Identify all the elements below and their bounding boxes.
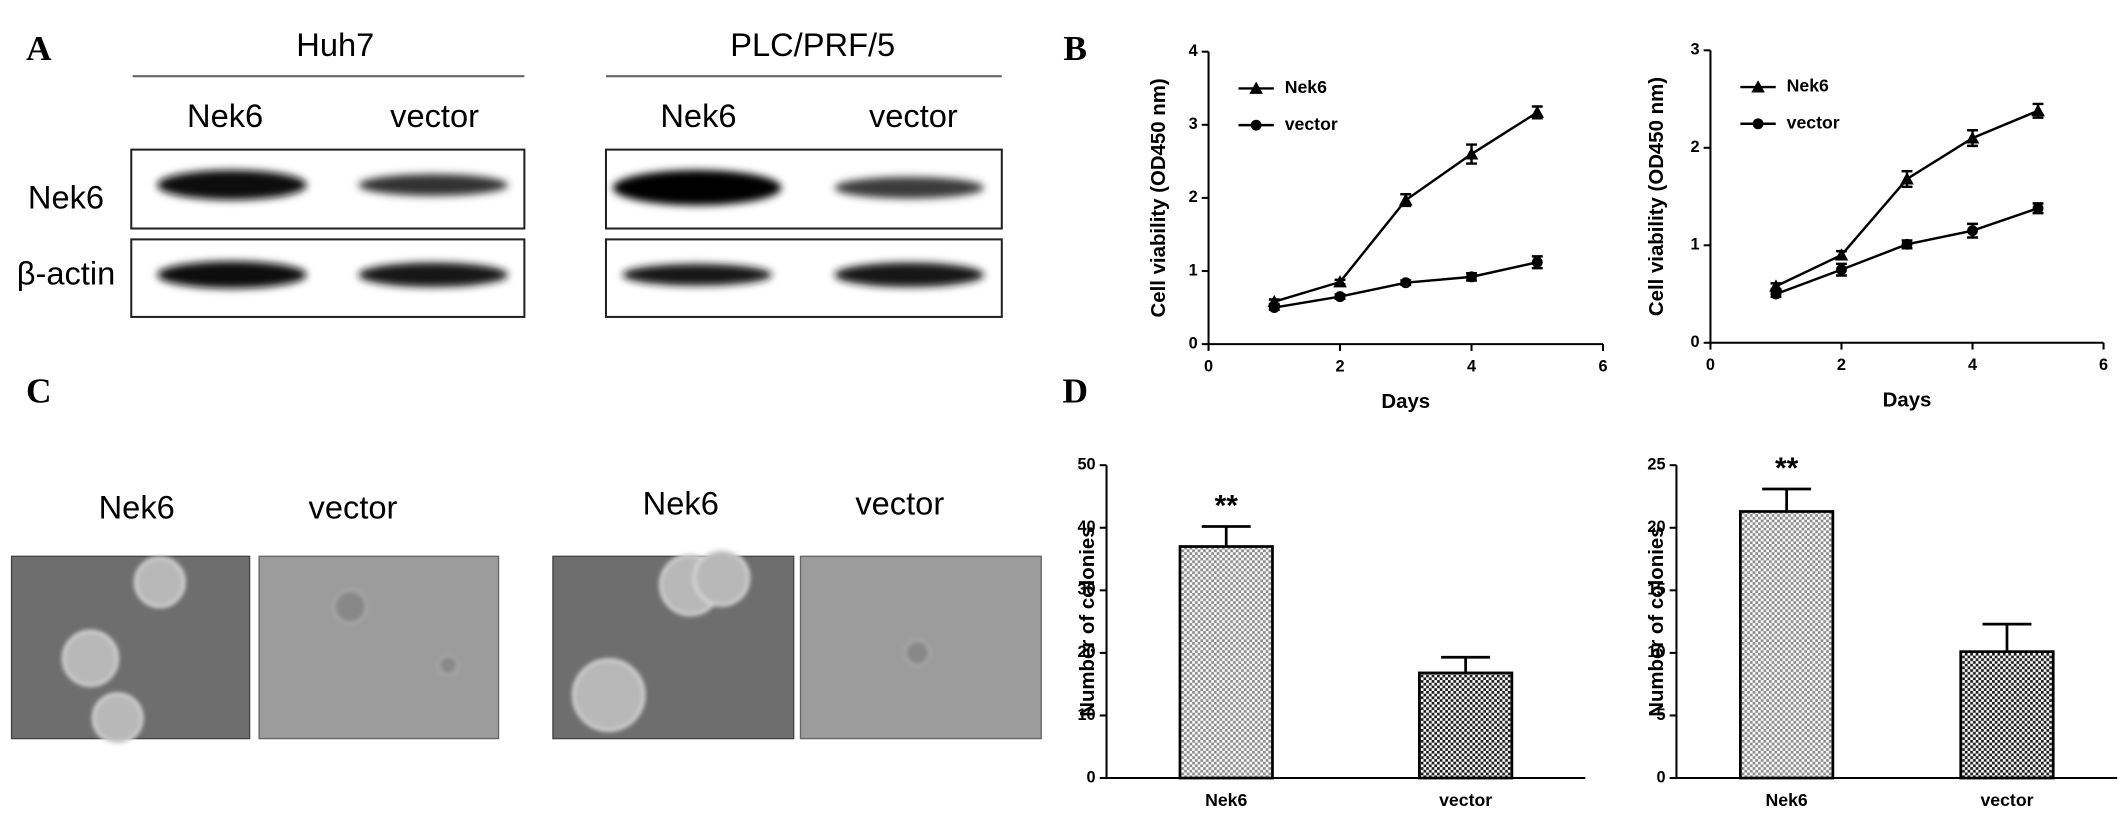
bar	[1418, 671, 1514, 780]
panel-label: A	[26, 28, 52, 68]
y-tick-label: 3	[1690, 41, 1699, 59]
lane-label: Nek6	[643, 485, 719, 522]
series-line	[1775, 207, 2039, 296]
y-axis-label: Cell viability (OD450 nm)	[1148, 78, 1170, 317]
x-tick-label: 4	[1467, 358, 1476, 376]
legend-marker	[1250, 119, 1262, 131]
error-bar	[1441, 655, 1491, 673]
y-tick-label: 0	[1087, 768, 1096, 786]
series-line	[1775, 109, 2039, 288]
y-tick-label: 0	[1656, 768, 1665, 786]
lane-label: Nek6	[187, 97, 263, 134]
x-tick-label: 6	[2099, 356, 2108, 374]
y-tick-label: 3	[1189, 115, 1198, 133]
y-tick-label: 10	[1647, 643, 1665, 661]
y-tick-label: 5	[1656, 706, 1665, 724]
panel-label: B	[1063, 28, 1087, 68]
marker	[2032, 202, 2044, 214]
x-tick-label: Nek6	[1205, 790, 1247, 810]
error-bar	[1762, 487, 1812, 512]
x-axis-label: Days	[1381, 391, 1430, 413]
marker	[1769, 279, 1783, 292]
marker	[1967, 225, 1978, 237]
x-tick-label: 2	[1837, 356, 1846, 374]
x-tick-label: 0	[1204, 358, 1213, 376]
y-tick-label: 40	[1077, 518, 1095, 536]
cell-line: PLC/PRF/5	[730, 26, 895, 63]
y-tick-label: 25	[1647, 456, 1665, 474]
blot	[130, 148, 1003, 318]
legend-marker	[1249, 81, 1263, 94]
y-tick-label: 2	[1690, 138, 1699, 156]
y-axis-label: Number of colonies	[1646, 526, 1668, 716]
legend-label: Nek6	[1787, 76, 1829, 96]
bar	[1959, 650, 2055, 780]
y-tick-label: 20	[1647, 518, 1665, 536]
marker	[1400, 277, 1412, 289]
y-tick-label: 4	[1189, 42, 1198, 60]
annotation: **	[1775, 452, 1799, 485]
marker	[1965, 131, 1980, 144]
y-tick-label: 10	[1077, 706, 1095, 724]
marker	[1834, 248, 1849, 261]
marker	[1836, 264, 1847, 276]
error-bar	[1201, 525, 1251, 547]
bar	[1739, 510, 1835, 780]
marker	[1900, 172, 1914, 185]
lane-label: vector	[309, 489, 398, 526]
marker	[1770, 288, 1782, 300]
error-bar	[1982, 622, 2032, 652]
panel-label: D	[1062, 371, 1088, 411]
lane-label: vector	[390, 97, 479, 134]
marker	[1333, 275, 1347, 288]
lane-label: Nek6	[660, 97, 736, 134]
y-tick-label: 30	[1077, 581, 1095, 599]
x-tick-label: vector	[1439, 790, 1492, 810]
x-tick-label: 4	[1968, 356, 1977, 374]
marker	[1268, 302, 1280, 314]
y-tick-label: 50	[1077, 456, 1095, 474]
x-tick-label: 6	[1598, 358, 1607, 376]
x-tick-label: vector	[1980, 790, 2033, 810]
lane-label: Nek6	[99, 489, 175, 526]
row-label: β-actin	[17, 255, 116, 292]
lane-label: vector	[855, 485, 944, 522]
y-axis-label: Cell viability (OD450 nm)	[1646, 77, 1668, 316]
marker	[1334, 291, 1346, 303]
legend-marker	[1751, 80, 1765, 93]
x-tick-label: 0	[1706, 356, 1715, 374]
y-tick-label: 0	[1690, 333, 1699, 351]
x-axis-label: Days	[1883, 390, 1932, 412]
legend-label: vector	[1285, 114, 1338, 134]
marker	[1531, 256, 1543, 268]
cell-line: Huh7	[296, 26, 374, 63]
legend-label: Nek6	[1285, 77, 1327, 97]
y-tick-label: 20	[1077, 643, 1095, 661]
marker	[1466, 271, 1477, 283]
panel-label: C	[26, 371, 52, 411]
y-axis-label: Number of colonies	[1077, 526, 1099, 716]
legend-label: vector	[1787, 112, 1840, 132]
x-tick-label: 2	[1335, 358, 1344, 376]
marker	[1398, 193, 1413, 206]
x-tick-label: Nek6	[1766, 790, 1808, 810]
y-tick-label: 1	[1189, 261, 1198, 279]
marker	[1901, 238, 1913, 250]
legend-marker	[1752, 118, 1764, 130]
marker	[1530, 105, 1545, 118]
marker	[2031, 103, 2045, 117]
y-tick-label: 1	[1690, 236, 1699, 254]
annotation: **	[1215, 489, 1239, 522]
y-tick-label: 15	[1647, 581, 1665, 599]
lane-label: vector	[869, 97, 958, 134]
y-tick-label: 2	[1189, 188, 1198, 206]
y-tick-label: 0	[1189, 334, 1198, 352]
row-label: Nek6	[28, 179, 104, 216]
marker	[1464, 147, 1479, 160]
bar	[1178, 545, 1274, 780]
colony-image	[10, 549, 1042, 745]
